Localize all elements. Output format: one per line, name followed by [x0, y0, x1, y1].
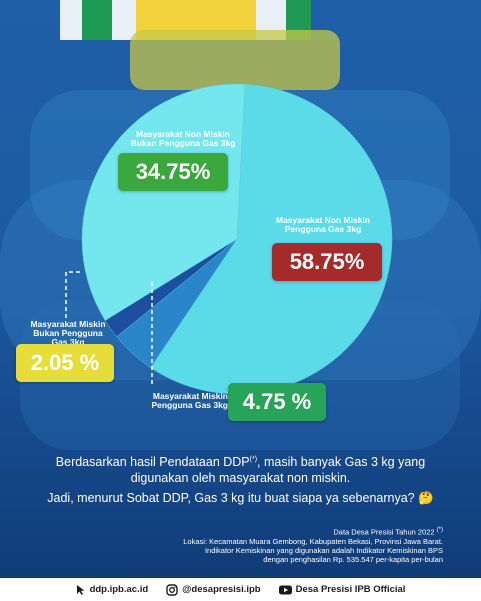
data-source-note: Data Desa Presisi Tahun 2022 (*) Lokasi:… — [183, 526, 443, 564]
thinking-face-icon: 🤔 — [418, 491, 434, 505]
note-line: Indikator Kemiskinan yang digunakan adal… — [204, 545, 443, 555]
badge-nonmiskin-bukan: 34.75% — [118, 153, 228, 191]
body-text-part: Berdasarkan hasil Pendataan DDP — [55, 455, 250, 470]
cursor-icon — [76, 584, 85, 595]
instagram-text: @desapresisi.ipb — [182, 584, 261, 595]
footer-youtube[interactable]: Desa Presisi IPB Official — [278, 584, 406, 595]
website-text: ddp.ipb.ac.id — [89, 584, 149, 595]
label-line: Gas 3kg — [51, 337, 85, 347]
footer-bar: ddp.ipb.ac.id @desapresisi.ipb Desa Pres… — [0, 578, 481, 601]
note-title: Data Desa Presisi Tahun 2022 (*) — [183, 526, 443, 537]
youtube-icon — [278, 585, 292, 594]
label-line: Pengguna Gas 3kg — [284, 224, 362, 234]
label-nonmiskin-pengguna: Masyarakat Non Miskin Pengguna Gas 3kg — [258, 216, 388, 234]
leader-line-miskin-bukan — [65, 271, 80, 318]
body-paragraph-1: Berdasarkan hasil Pendataan DDP(*), masi… — [0, 452, 481, 486]
label-miskin-pengguna: Masyarakat Miskin Pengguna Gas 3kg — [128, 392, 228, 410]
youtube-text: Desa Presisi IPB Official — [295, 584, 406, 595]
badge-nonmiskin-pengguna: 58.75% — [272, 243, 382, 281]
instagram-icon — [166, 583, 178, 596]
note-title-text: Data Desa Presisi Tahun 2022 — [333, 527, 435, 537]
footnote-marker: (*) — [436, 527, 443, 533]
body-text-part: Jadi, menurut Sobat DDP, Gas 3 kg itu bu… — [47, 491, 415, 505]
note-line: Lokasi: Kecamatan Muara Gembong, Kabupat… — [183, 536, 443, 546]
label-line: Bukan Pengguna — [33, 328, 103, 338]
footnote-marker: (*) — [249, 456, 258, 463]
note-line: dengan penghasilan Rp. 535.547 per-kapit… — [263, 554, 443, 564]
label-line: Masyarakat Miskin — [152, 391, 228, 401]
footer-instagram[interactable]: @desapresisi.ipb — [166, 583, 261, 596]
pie-slice-0 — [150, 83, 393, 395]
footer-website[interactable]: ddp.ipb.ac.id — [76, 584, 149, 596]
body-line: Jadi, menurut Sobat DDP, Gas 3 kg itu bu… — [0, 490, 481, 506]
body-line: digunakan oleh masyarakat non miskin. — [130, 471, 351, 486]
label-line: Pengguna Gas 3kg — [151, 400, 228, 410]
body-paragraph-2: Jadi, menurut Sobat DDP, Gas 3 kg itu bu… — [0, 490, 481, 506]
label-line: Masyarakat Non Miskin — [135, 129, 230, 139]
label-line: Masyarakat Non Miskin — [275, 215, 370, 225]
pie-slice-3 — [81, 83, 246, 321]
label-line: Bukan Pengguna Gas 3kg — [130, 138, 236, 148]
label-line: Masyarakat Miskin — [30, 319, 106, 329]
label-nonmiskin-bukan: Masyarakat Non Miskin Bukan Pengguna Gas… — [118, 130, 248, 148]
badge-miskin-pengguna: 4.75 % — [228, 383, 326, 421]
label-miskin-bukan: Masyarakat Miskin Bukan Pengguna Gas 3kg — [18, 320, 118, 347]
body-line: Berdasarkan hasil Pendataan DDP(*), masi… — [0, 452, 481, 470]
body-text-part: , masih banyak Gas 3 kg yang — [257, 455, 426, 470]
badge-miskin-bukan: 2.05 % — [16, 344, 114, 382]
